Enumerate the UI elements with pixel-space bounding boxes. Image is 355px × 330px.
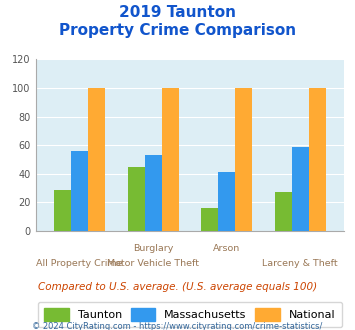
Bar [235,88,252,231]
Text: All Property Crime: All Property Crime [36,259,123,268]
Text: Burglary: Burglary [133,244,173,253]
Text: Larceny & Theft: Larceny & Theft [262,259,338,268]
Bar [162,88,179,231]
Bar [218,172,235,231]
Bar [201,208,218,231]
Text: Motor Vehicle Theft: Motor Vehicle Theft [107,259,199,268]
Bar [128,167,145,231]
Bar [71,151,88,231]
Bar [88,88,105,231]
Text: © 2024 CityRating.com - https://www.cityrating.com/crime-statistics/: © 2024 CityRating.com - https://www.city… [32,322,323,330]
Bar [309,88,326,231]
Bar [145,155,162,231]
Text: Compared to U.S. average. (U.S. average equals 100): Compared to U.S. average. (U.S. average … [38,282,317,292]
Text: Arson: Arson [213,244,240,253]
Bar [292,147,309,231]
Text: 2019 Taunton: 2019 Taunton [119,5,236,20]
Bar [275,192,292,231]
Text: Property Crime Comparison: Property Crime Comparison [59,23,296,38]
Bar [54,189,71,231]
Legend: Taunton, Massachusetts, National: Taunton, Massachusetts, National [38,302,342,327]
